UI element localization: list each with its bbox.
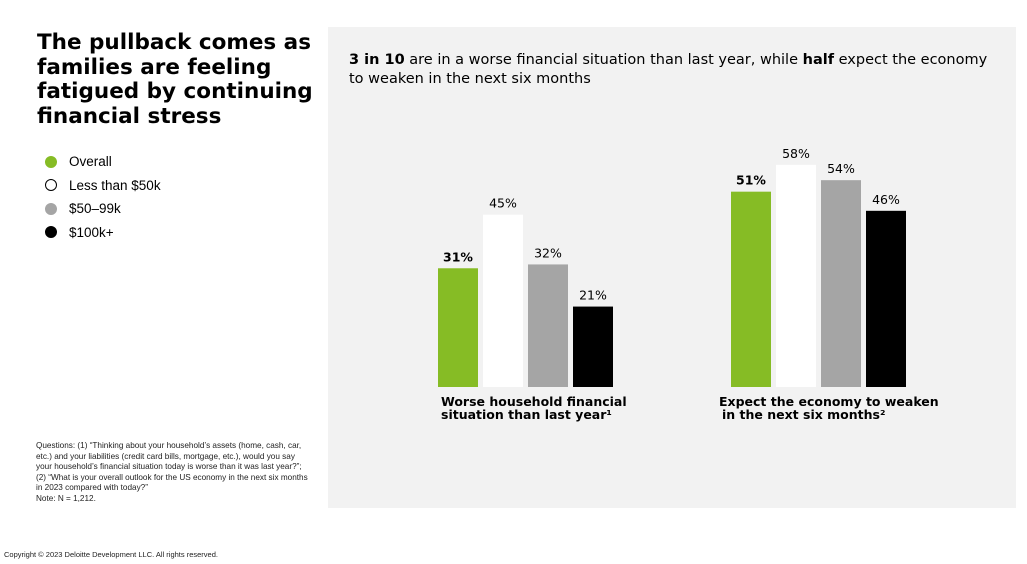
copyright-notice: Copyright © 2023 Deloitte Development LL… [4,550,218,559]
data-label-less-than-50k-group-2: 58% [782,146,810,161]
legend-label-less-than-50k: Less than $50k [69,177,161,193]
legend-item-less-than-50k: Less than $50k [45,174,161,198]
bar-50-99k-group-1 [528,264,568,387]
data-label-50-99k-group-1: 32% [534,245,562,260]
bar-100k-group-1 [573,306,613,387]
bar-50-99k-group-2 [821,180,861,387]
data-label-100k-group-1: 21% [579,288,607,303]
subtitle-highlight-2: half [802,52,835,68]
data-label-100k-group-2: 46% [872,192,900,207]
legend-label-overall: Overall [69,154,112,170]
bar-less-than-50k-group-1 [483,214,523,387]
bar-chart: 31% 45% 32% 21% Worse household financialsit… [438,146,939,422]
bar-overall-group-1 [438,268,478,387]
chart-subtitle: 3 in 10 are in a worse financial situati… [349,51,999,88]
subtitle-highlight-1: 3 in 10 [349,52,405,68]
legend-item-100k-plus: $100k+ [45,221,161,245]
subtitle-text-2: expect the economy to weaken in the next… [349,52,988,87]
subtitle-text-1: are in a worse financial situation than … [404,52,803,68]
bar-overall-group-2 [731,191,771,387]
data-label-overall-group-1: 31% [443,249,473,264]
legend-label-100k-plus: $100k+ [69,224,114,240]
category-label-1-line-1: Worse household financial [441,394,627,409]
legend-swatch-overall [45,155,57,168]
legend-swatch-less-than-50k [45,179,57,192]
data-label-overall-group-2: 51% [736,173,766,188]
legend-item-50-99k: $50–99k [45,197,161,221]
legend-swatch-50-99k [45,202,57,215]
category-label-2-line-1: Expect the economy to weaken [719,394,939,409]
legend-swatch-100k-plus [45,226,57,239]
page-title: The pullback comes as families are feeli… [37,30,313,129]
category-label-2-line-2: in the next six months² [722,407,885,422]
questions-footnote: Questions: (1) “Thinking about your hous… [36,441,308,503]
data-label-50-99k-group-2: 54% [827,161,855,176]
chart-legend: Overall Less than $50k $50–99k $100k+ [45,150,161,244]
legend-item-overall: Overall [45,150,161,174]
bar-100k-group-2 [866,210,906,387]
bar-less-than-50k-group-2 [776,164,816,387]
category-label-1-line-2: situation than last year¹ [441,407,612,422]
data-label-less-than-50k-group-1: 45% [489,196,517,211]
legend-label-50-99k: $50–99k [69,201,121,217]
